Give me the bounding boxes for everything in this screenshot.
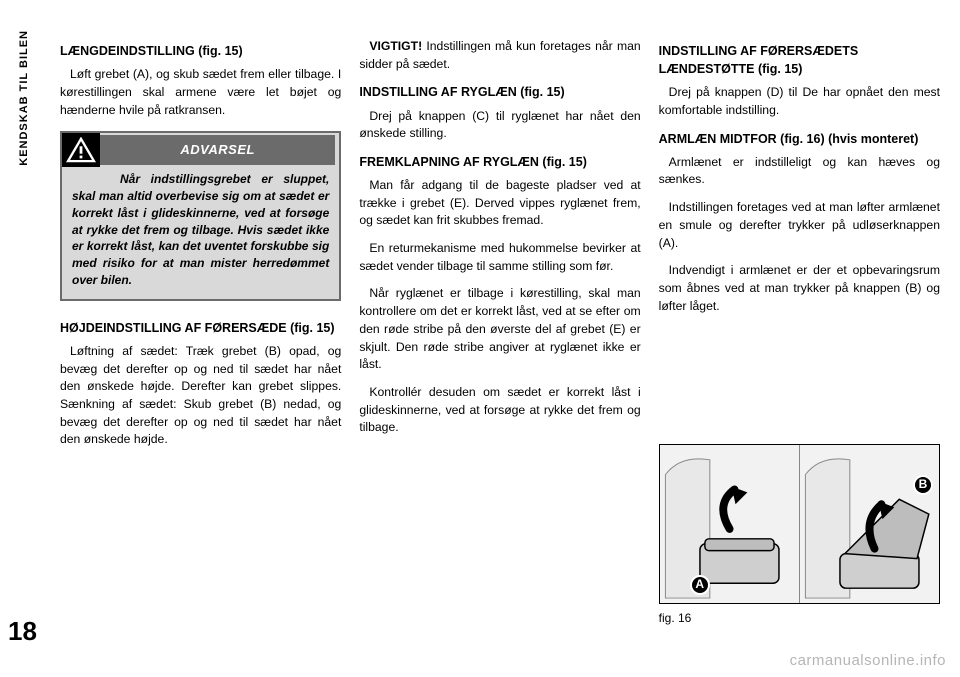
warning-title: ADVARSEL bbox=[100, 135, 335, 165]
content-area: LÆNGDEINDSTILLING (fig. 15) Løft grebet … bbox=[60, 38, 940, 627]
para-fold-4: Kontrollér desuden om sædet er korrekt l… bbox=[359, 384, 640, 437]
figure-16-right: B bbox=[800, 445, 939, 603]
figure-16-caption: fig. 16 bbox=[659, 610, 940, 627]
warning-triangle-icon bbox=[62, 133, 100, 167]
page-number: 18 bbox=[8, 616, 37, 647]
figure-16: A B fig. 16 bbox=[659, 444, 940, 627]
heading-lumbar: INDSTILLING AF FØRERSÆDETS LÆNDESTØTTE (… bbox=[659, 42, 940, 78]
para-lumbar: Drej på knappen (D) til De har opnået de… bbox=[659, 84, 940, 119]
heading-length-adjust: LÆNGDEINDSTILLING (fig. 15) bbox=[60, 42, 341, 60]
figure-label-b: B bbox=[913, 475, 933, 495]
warning-header: ADVARSEL bbox=[62, 133, 339, 167]
para-length-adjust: Løft grebet (A), og skub sædet frem elle… bbox=[60, 66, 341, 119]
para-fold-2: En returmekanisme med hukommelse bevirke… bbox=[359, 240, 640, 275]
sidebar-tab: KENDSKAB TIL BILEN bbox=[18, 30, 30, 166]
figure-label-a: A bbox=[690, 575, 710, 595]
para-fold-3: Når ryglænet er tilbage i kørestilling, … bbox=[359, 285, 640, 373]
para-armrest-3: Indvendigt i armlænet er der et opbevari… bbox=[659, 262, 940, 315]
heading-armrest: ARMLÆN MIDTFOR (fig. 16) (hvis monteret) bbox=[659, 130, 940, 148]
para-armrest-2: Indstillingen foretages ved at man løfte… bbox=[659, 199, 940, 252]
column-2: VIGTIGT! Indstillingen må kun foreta­ges… bbox=[359, 38, 640, 627]
heading-backrest: INDSTILLING AF RYGLÆN (fig. 15) bbox=[359, 83, 640, 101]
watermark: carmanualsonline.info bbox=[790, 652, 946, 669]
para-armrest-1: Armlænet er indstilleligt og kan hæves o… bbox=[659, 154, 940, 189]
column-1: LÆNGDEINDSTILLING (fig. 15) Løft grebet … bbox=[60, 38, 341, 627]
para-important: VIGTIGT! Indstillingen må kun foreta­ges… bbox=[359, 38, 640, 73]
para-fold-1: Man får adgang til de bageste pladser ve… bbox=[359, 177, 640, 230]
heading-height-adjust: HØJDEINDSTILLING AF FØRERSÆDE (fig. 15) bbox=[60, 319, 341, 337]
figure-16-image: A B bbox=[659, 444, 940, 604]
warning-body: Når indstillingsgrebet er sluppet, skal … bbox=[62, 167, 339, 299]
para-backrest: Drej på knappen (C) til ryglænet har nåe… bbox=[359, 108, 640, 143]
warning-box: ADVARSEL Når indstillingsgrebet er slupp… bbox=[60, 131, 341, 301]
column-3: INDSTILLING AF FØRERSÆDETS LÆNDESTØTTE (… bbox=[659, 38, 940, 627]
para-height-adjust: Løftning af sædet: Træk grebet (B) opad,… bbox=[60, 343, 341, 449]
figure-16-left: A bbox=[660, 445, 800, 603]
heading-fold: FREMKLAPNING AF RYGLÆN (fig. 15) bbox=[359, 153, 640, 171]
